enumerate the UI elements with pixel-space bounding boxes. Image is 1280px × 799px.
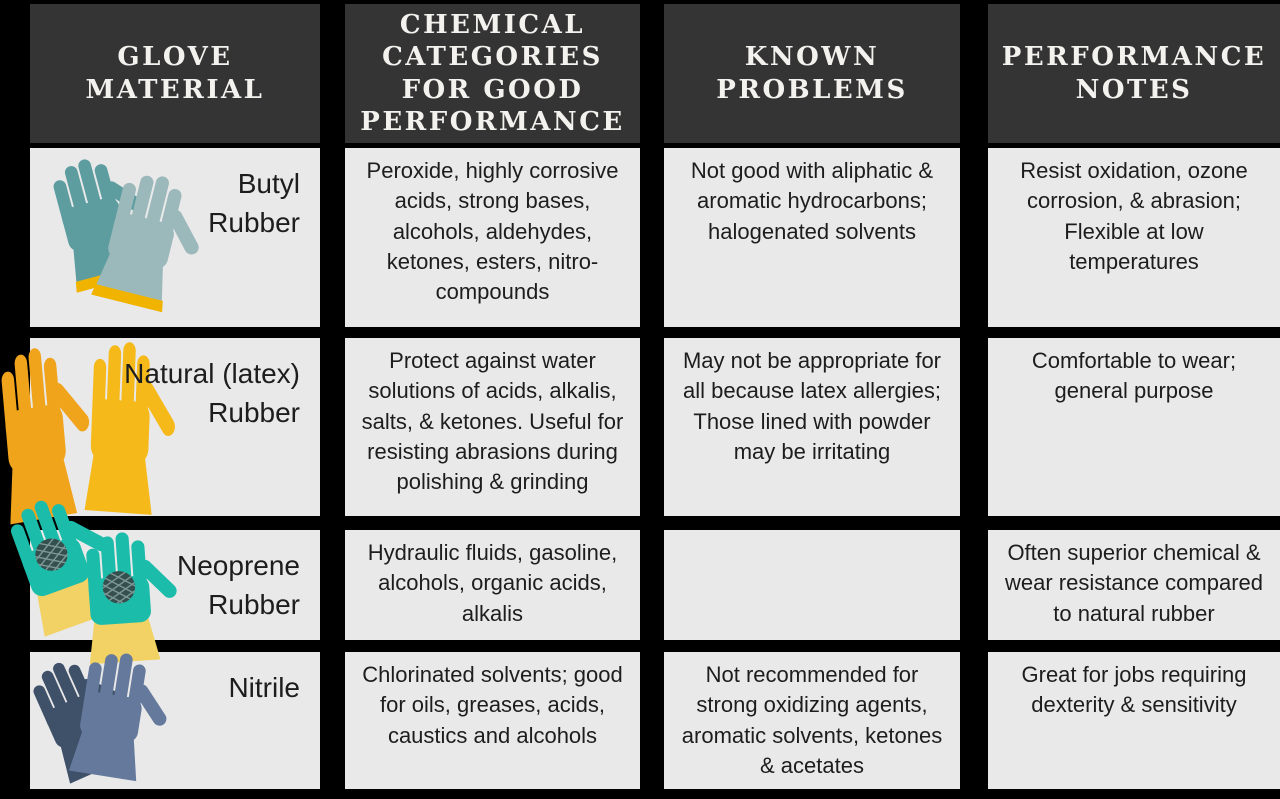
performance-notes-cell: Great for jobs requiring dexterity & sen… (988, 652, 1280, 789)
performance-notes-cell: Resist oxidation, ozone corrosion, & abr… (988, 148, 1280, 327)
col-header-known-problems: KNOWN PROBLEMS (664, 4, 960, 143)
material-label: Neoprene Rubber (177, 550, 300, 621)
known-problems-cell: May not be appropriate for all because l… (664, 338, 960, 516)
known-problems-cell: Not recommended for strong oxidizing age… (664, 652, 960, 789)
material-label: Natural (latex) Rubber (124, 358, 300, 429)
performance-notes-cell: Comfortable to wear; general purpose (988, 338, 1280, 516)
material-cell-neoprene: Neoprene Rubber (4, 482, 320, 665)
butyl-gloves-icon (38, 146, 228, 320)
material-cell-latex: Natural (latex) Rubber (0, 338, 320, 525)
material-label: Nitrile (228, 672, 300, 703)
known-problems-cell: Not good with aliphatic & aromatic hydro… (664, 148, 960, 327)
chemical-categories-cell: Peroxide, highly corrosive acids, strong… (345, 148, 640, 327)
performance-notes-cell: Often superior chemical & wear resistanc… (988, 530, 1280, 640)
col-header-performance-notes: PERFORMANCE NOTES (988, 4, 1280, 143)
known-problems-cell (664, 530, 960, 640)
col-header-glove-material: GLOVE MATERIAL (30, 4, 320, 143)
nitrile-gloves-icon (18, 643, 208, 798)
material-cell-nitrile: Nitrile (26, 643, 320, 789)
chemical-categories-cell: Chlorinated solvents; good for oils, gre… (345, 652, 640, 789)
chemical-categories-cell: Hydraulic fluids, gasoline, alcohols, or… (345, 530, 640, 640)
col-header-chemical-categories: CHEMICAL CATEGORIES FOR GOOD PERFORMANCE (345, 4, 640, 143)
material-label: Butyl Rubber (208, 168, 300, 239)
chemical-categories-cell: Protect against water solutions of acids… (345, 338, 640, 516)
material-cell-butyl: Butyl Rubber (30, 146, 320, 327)
